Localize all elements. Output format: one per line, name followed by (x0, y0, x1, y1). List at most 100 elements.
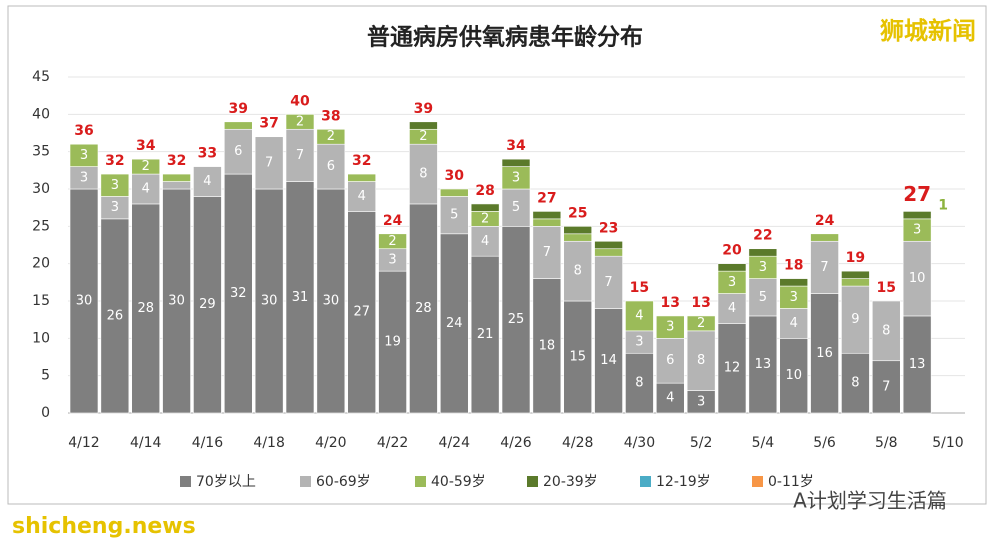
total-label: 34 (136, 138, 156, 154)
segment-label: 21 (477, 327, 494, 342)
total-label: 32 (352, 153, 371, 169)
bar-segment (841, 285, 870, 354)
x-tick-label: 5/10 (932, 435, 963, 451)
segment-label: 14 (600, 353, 617, 368)
y-tick-label: 5 (41, 368, 50, 384)
legend-swatch (752, 476, 763, 487)
bar-segment (532, 211, 562, 220)
total-label: 18 (784, 258, 803, 274)
segment-label: 7 (604, 275, 612, 290)
y-tick-label: 35 (32, 144, 50, 160)
segment-label: 30 (323, 294, 340, 309)
bar-segment (810, 240, 839, 294)
bar-segment (625, 352, 654, 414)
total-label: 40 (290, 93, 310, 109)
total-label: 32 (105, 153, 124, 169)
segment-label: 4 (481, 234, 489, 249)
segment-label: 31 (292, 290, 309, 305)
segment-label: 2 (327, 129, 335, 144)
bar-segment (902, 211, 932, 220)
segment-label: 5 (512, 200, 520, 215)
total-label: 28 (475, 183, 494, 199)
segment-label: 8 (882, 323, 890, 338)
total-label: 27 (537, 190, 556, 206)
bar-segment (748, 315, 778, 414)
x-tick-label: 4/24 (439, 435, 471, 451)
bar-segment (285, 128, 315, 182)
bar-segment (439, 233, 469, 414)
total-label: 15 (630, 280, 649, 296)
bar-segment (841, 352, 870, 414)
total-label: 39 (229, 101, 248, 117)
segment-label: 28 (415, 301, 432, 316)
x-tick-label: 4/22 (377, 435, 408, 451)
legend-swatch (415, 476, 426, 487)
bar-segment (594, 308, 623, 414)
segment-label: 30 (168, 294, 185, 309)
bar-segment (223, 128, 253, 175)
bar-segment (439, 196, 469, 235)
bar-segment (193, 166, 222, 197)
total-label: 20 (722, 243, 742, 259)
bar-segment (717, 293, 747, 324)
segment-label: 4 (203, 174, 211, 189)
total-label: 23 (599, 220, 618, 236)
segment-label: 13 (909, 357, 926, 372)
x-tick-label: 4/16 (192, 435, 224, 451)
x-tick-label: 5/2 (690, 435, 713, 451)
y-tick-label: 15 (32, 293, 50, 309)
total-label: 15 (877, 280, 896, 296)
bar-segment (131, 203, 161, 414)
segment-label: 27 (353, 305, 370, 320)
y-tick-label: 30 (32, 181, 50, 197)
bar-segment (655, 315, 685, 339)
bar-segment (563, 240, 593, 302)
segment-label: 25 (508, 312, 525, 327)
x-tick-label: 4/12 (68, 435, 99, 451)
bar-segment (162, 181, 191, 190)
legend-label: 20-39岁 (543, 474, 598, 490)
segment-label: 28 (137, 301, 154, 316)
bar-segment (841, 270, 870, 279)
bar-segment (779, 278, 809, 287)
segment-label: 29 (199, 297, 216, 312)
bar-segment (254, 188, 284, 414)
segment-label: 12 (724, 361, 741, 376)
legend-label: 70岁以上 (196, 474, 256, 490)
bar-segment (594, 248, 623, 257)
x-tick-label: 4/30 (624, 435, 655, 451)
total-label: 34 (506, 138, 526, 154)
segment-label: 24 (446, 316, 463, 331)
bar-segment (285, 181, 315, 414)
segment-label: 2 (481, 211, 489, 226)
y-tick-label: 45 (32, 69, 50, 85)
legend-label: 0-11岁 (768, 474, 814, 490)
segment-label: 3 (913, 223, 921, 238)
segment-label: 2 (419, 129, 427, 144)
bar-segment (347, 173, 377, 182)
bar-segment (532, 226, 562, 279)
bar-segment (717, 323, 747, 414)
segment-label: 10 (785, 368, 802, 383)
segment-label: 7 (820, 260, 828, 275)
segment-label: 8 (574, 264, 582, 279)
bar-segment (532, 278, 562, 414)
segment-label: 5 (759, 290, 767, 305)
bar-segment (254, 136, 284, 190)
bar-segment (779, 308, 809, 339)
total-label: 24 (815, 213, 835, 229)
y-tick-label: 10 (32, 330, 50, 346)
bar-segment (69, 188, 99, 414)
bar-segment (347, 211, 377, 414)
bar-segment (810, 293, 839, 414)
total-label: 37 (259, 116, 278, 132)
bar-segment (532, 218, 562, 227)
bar-segment (223, 173, 253, 414)
segment-label: 8 (697, 353, 705, 368)
bar-segment (563, 300, 593, 414)
segment-label: 4 (790, 316, 798, 331)
watermark: A计划学习生活篇 (793, 489, 947, 513)
segment-label: 4 (728, 301, 736, 316)
segment-label: 30 (261, 294, 278, 309)
watermark: shicheng.news (12, 514, 196, 539)
